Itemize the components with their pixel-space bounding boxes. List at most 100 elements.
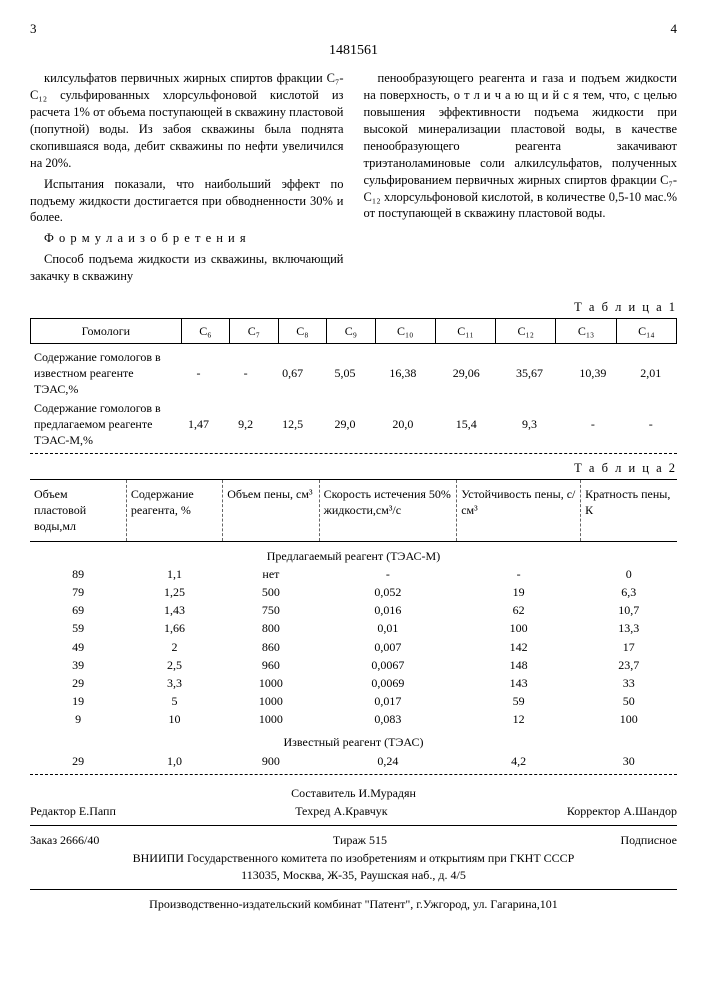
- cell: 3,3: [126, 674, 222, 692]
- cell: 0,0069: [319, 674, 457, 692]
- cell: 0,0067: [319, 656, 457, 674]
- col-header: C₁₀: [375, 318, 435, 343]
- table-row: 293,310000,006914333: [30, 674, 677, 692]
- col-header: Скорость истечения 50% жидкости,см³/с: [319, 480, 457, 542]
- table-header-row: Объем пластовой воды,мл Содержание реаге…: [30, 480, 677, 542]
- page-right: 4: [671, 20, 678, 38]
- section-title-row: Предлагаемый реагент (ТЭАС-М): [30, 541, 677, 565]
- printer-info: Производственно-издательский комбинат "П…: [30, 896, 677, 912]
- cell: 143: [457, 674, 581, 692]
- table-2: Объем пластовой воды,мл Содержание реаге…: [30, 479, 677, 770]
- cell: 12,5: [266, 399, 318, 450]
- cell: 1,43: [126, 601, 222, 619]
- table1-label: Т а б л и ц а 1: [30, 299, 677, 316]
- section-title-row: Известный реагент (ТЭАС): [30, 728, 677, 751]
- col-header: Объем пены, см³: [223, 480, 319, 542]
- col-header: Гомологи: [31, 318, 182, 343]
- section-title: Предлагаемый реагент (ТЭАС-М): [30, 541, 677, 565]
- cell: 2,5: [126, 656, 222, 674]
- col-header: C₇: [230, 318, 278, 343]
- table-row: 19510000,0175950: [30, 692, 677, 710]
- cell: 6,3: [581, 583, 677, 601]
- tech-editor: Техред А.Кравчук: [295, 803, 387, 819]
- cell: 23,7: [581, 656, 677, 674]
- cell: -: [319, 565, 457, 583]
- compiler: Составитель И.Мурадян: [30, 785, 677, 801]
- cell: 0,083: [319, 710, 457, 728]
- col-header: Устойчивость пены, с/см³: [457, 480, 581, 542]
- cell: -: [225, 348, 267, 399]
- cell: 33: [581, 674, 677, 692]
- cell: 0,016: [319, 601, 457, 619]
- table-header-row: Гомологи C₆ C₇ C₈ C₉ C₁₀ C₁₁ C₁₂ C₁₃ C₁₄: [31, 318, 677, 343]
- cell: 5: [126, 692, 222, 710]
- paragraph: Испытания показали, что наибольший эффек…: [30, 176, 344, 227]
- table-row: 291,09000,244,230: [30, 752, 677, 770]
- row-label: Содержание гомологов в известном реагент…: [30, 348, 172, 399]
- cell: 1,47: [172, 399, 224, 450]
- table-row: 891,1нет--0: [30, 565, 677, 583]
- cell: 29,06: [435, 348, 498, 399]
- cell: 59: [30, 619, 126, 637]
- cell: 49: [30, 638, 126, 656]
- col-header: Объем пластовой воды,мл: [30, 480, 126, 542]
- cell: 960: [223, 656, 319, 674]
- cell: 2: [126, 638, 222, 656]
- cell: 100: [457, 619, 581, 637]
- cell: 0,67: [266, 348, 318, 399]
- cell: 1,66: [126, 619, 222, 637]
- cell: 1000: [223, 692, 319, 710]
- cell: 29: [30, 674, 126, 692]
- cell: 15,4: [435, 399, 498, 450]
- cell: 17: [581, 638, 677, 656]
- col-header: C₁₂: [496, 318, 556, 343]
- page-left: 3: [30, 20, 37, 38]
- cell: 900: [223, 752, 319, 770]
- cell: 1,1: [126, 565, 222, 583]
- order-number: Заказ 2666/40: [30, 832, 99, 848]
- table-1: Гомологи C₆ C₇ C₈ C₉ C₁₀ C₁₁ C₁₂ C₁₃ C₁₄: [30, 318, 677, 344]
- cell: 142: [457, 638, 581, 656]
- cell: 1000: [223, 710, 319, 728]
- cell: 10,39: [561, 348, 624, 399]
- table-row: 791,255000,052196,3: [30, 583, 677, 601]
- cell: 30: [581, 752, 677, 770]
- col-header: C₁₃: [556, 318, 616, 343]
- table-row: 691,437500,0166210,7: [30, 601, 677, 619]
- col-header: Содержание реагента, %: [126, 480, 222, 542]
- cell: 89: [30, 565, 126, 583]
- col-header: Кратность пены, К: [581, 480, 677, 542]
- table-row: Содержание гомологов в известном реагент…: [30, 348, 677, 399]
- cell: 0,007: [319, 638, 457, 656]
- cell: 62: [457, 601, 581, 619]
- text-columns: килсульфатов первичных жирных спиртов фр…: [30, 70, 677, 289]
- cell: 500: [223, 583, 319, 601]
- right-column: пенообразующего реагента и газа и подъем…: [364, 70, 678, 289]
- cell: 20,0: [371, 399, 434, 450]
- cell: -: [561, 399, 624, 450]
- left-column: килсульфатов первичных жирных спиртов фр…: [30, 70, 344, 289]
- address: 113035, Москва, Ж-35, Раушская наб., д. …: [30, 867, 677, 883]
- cell: 9,2: [225, 399, 267, 450]
- cell: 0,017: [319, 692, 457, 710]
- col-header: C₁₄: [616, 318, 676, 343]
- cell: 2,01: [624, 348, 677, 399]
- cell: 79: [30, 583, 126, 601]
- cell: 29: [30, 752, 126, 770]
- cell: 10,7: [581, 601, 677, 619]
- cell: 10: [126, 710, 222, 728]
- cell: 39: [30, 656, 126, 674]
- cell: 59: [457, 692, 581, 710]
- col-header: C₉: [327, 318, 375, 343]
- cell: 0,052: [319, 583, 457, 601]
- cell: 12: [457, 710, 581, 728]
- divider: [30, 774, 677, 775]
- cell: 19: [30, 692, 126, 710]
- table2-label: Т а б л и ц а 2: [30, 460, 677, 477]
- cell: 4,2: [457, 752, 581, 770]
- cell: 800: [223, 619, 319, 637]
- cell: 100: [581, 710, 677, 728]
- cell: 16,38: [371, 348, 434, 399]
- cell: нет: [223, 565, 319, 583]
- col-header: C₆: [181, 318, 229, 343]
